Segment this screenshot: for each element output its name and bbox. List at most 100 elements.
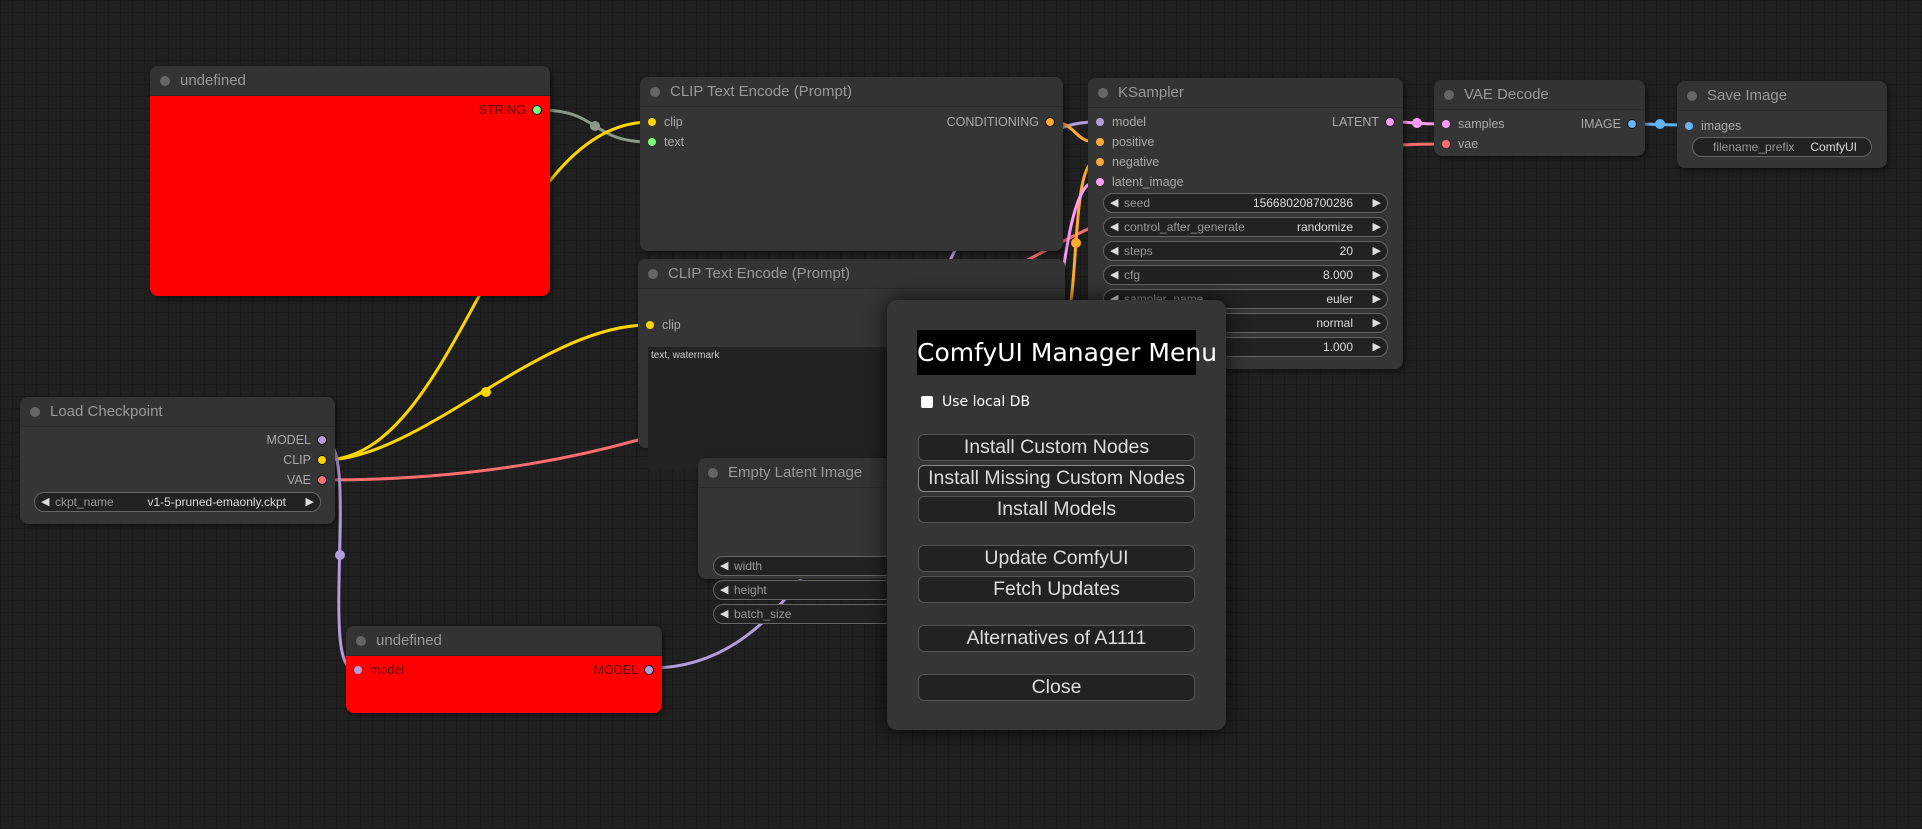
- input-positive[interactable]: positive: [1096, 134, 1154, 150]
- increment-arrow-icon[interactable]: ▶: [1372, 245, 1381, 257]
- slot-dot-icon[interactable]: [1096, 157, 1104, 166]
- input-latent-image[interactable]: latent_image: [1096, 174, 1184, 190]
- input-samples[interactable]: samples: [1442, 116, 1505, 132]
- node-clip-text-encode-positive[interactable]: CLIP Text Encode (Prompt) clip text COND…: [640, 77, 1063, 251]
- input-model[interactable]: model: [1096, 114, 1146, 130]
- node-undefined-bottom[interactable]: undefined model MODEL: [346, 626, 662, 713]
- control-after-generate-widget[interactable]: ◀ control_after_generate randomize ▶: [1103, 217, 1388, 237]
- node-undefined-top[interactable]: undefined STRING: [150, 66, 550, 296]
- link-midpoint: [1071, 238, 1081, 248]
- slot-dot-icon[interactable]: [646, 320, 654, 329]
- increment-arrow-icon[interactable]: ▶: [1372, 221, 1381, 233]
- dialog-title: ComfyUI Manager Menu: [917, 330, 1217, 375]
- node-title[interactable]: VAE Decode: [1434, 80, 1645, 110]
- output-model[interactable]: MODEL: [267, 432, 327, 448]
- node-ksampler[interactable]: KSampler model positive negative latent_…: [1088, 78, 1403, 369]
- slot-dot-icon[interactable]: [1045, 116, 1055, 127]
- output-image[interactable]: IMAGE: [1581, 116, 1637, 132]
- node-title[interactable]: CLIP Text Encode (Prompt): [638, 259, 1065, 289]
- node-load-checkpoint[interactable]: Load Checkpoint MODEL CLIP VAE ◀ ckpt_nam…: [20, 397, 335, 524]
- decrement-arrow-icon[interactable]: ◀: [720, 608, 729, 620]
- link-midpoint: [1412, 118, 1422, 128]
- output-string[interactable]: STRING: [479, 102, 542, 118]
- slot-dot-icon[interactable]: [648, 117, 656, 126]
- node-body-error: [150, 96, 550, 296]
- input-model[interactable]: model: [354, 662, 404, 678]
- collapse-dot-icon[interactable]: [30, 407, 40, 417]
- close-button[interactable]: Close: [918, 674, 1195, 701]
- collapse-dot-icon[interactable]: [1098, 88, 1108, 98]
- input-negative[interactable]: negative: [1096, 154, 1159, 170]
- slot-dot-icon[interactable]: [317, 474, 327, 485]
- install-models-button[interactable]: Install Models: [918, 496, 1195, 523]
- output-vae[interactable]: VAE: [287, 472, 327, 488]
- node-title[interactable]: KSampler: [1088, 78, 1403, 108]
- increment-arrow-icon[interactable]: ▶: [1372, 197, 1381, 209]
- update-comfyui-button[interactable]: Update ComfyUI: [918, 545, 1195, 572]
- node-vae-decode[interactable]: VAE Decode samples vae IMAGE: [1434, 80, 1645, 156]
- collapse-dot-icon[interactable]: [650, 87, 660, 97]
- slot-dot-icon[interactable]: [1627, 118, 1637, 129]
- node-title[interactable]: undefined: [346, 626, 662, 656]
- install-custom-nodes-button[interactable]: Install Custom Nodes: [918, 434, 1195, 461]
- increment-arrow-icon[interactable]: ▶: [1372, 293, 1381, 305]
- slot-dot-icon[interactable]: [317, 454, 327, 465]
- output-conditioning[interactable]: CONDITIONING: [947, 114, 1055, 130]
- decrement-arrow-icon[interactable]: ◀: [1110, 245, 1119, 257]
- slot-dot-icon[interactable]: [354, 665, 362, 674]
- increment-arrow-icon[interactable]: ▶: [1372, 317, 1381, 329]
- output-model[interactable]: MODEL: [594, 662, 654, 678]
- link-midpoint: [590, 121, 600, 131]
- input-text[interactable]: text: [648, 134, 684, 150]
- decrement-arrow-icon[interactable]: ◀: [1110, 293, 1119, 305]
- slot-dot-icon[interactable]: [317, 434, 327, 445]
- input-clip[interactable]: clip: [646, 317, 681, 333]
- decrement-arrow-icon[interactable]: ◀: [41, 496, 50, 508]
- use-local-db-checkbox[interactable]: [921, 396, 933, 408]
- collapse-dot-icon[interactable]: [648, 269, 658, 279]
- output-clip[interactable]: CLIP: [283, 452, 327, 468]
- increment-arrow-icon[interactable]: ▶: [1372, 269, 1381, 281]
- slot-dot-icon[interactable]: [648, 137, 656, 146]
- decrement-arrow-icon[interactable]: ◀: [1110, 269, 1119, 281]
- filename-prefix-widget[interactable]: filename_prefix ComfyUI: [1692, 137, 1872, 157]
- slot-dot-icon[interactable]: [644, 664, 654, 675]
- node-title[interactable]: CLIP Text Encode (Prompt): [640, 77, 1063, 107]
- input-clip[interactable]: clip: [648, 114, 683, 130]
- decrement-arrow-icon[interactable]: ◀: [1110, 197, 1119, 209]
- cfg-widget[interactable]: ◀ cfg 8.000 ▶: [1103, 265, 1388, 285]
- input-vae[interactable]: vae: [1442, 136, 1478, 152]
- node-save-image[interactable]: Save Image images filename_prefix ComfyUI: [1677, 81, 1887, 168]
- slot-dot-icon[interactable]: [532, 104, 542, 115]
- node-title[interactable]: Save Image: [1677, 81, 1887, 111]
- decrement-arrow-icon[interactable]: ◀: [720, 560, 729, 572]
- alternatives-of-a1111-button[interactable]: Alternatives of A1111: [918, 625, 1195, 652]
- slot-dot-icon[interactable]: [1685, 121, 1693, 130]
- link-midpoint: [1655, 119, 1665, 129]
- seed-widget[interactable]: ◀ seed 156680208700286 ▶: [1103, 193, 1388, 213]
- collapse-dot-icon[interactable]: [160, 76, 170, 86]
- decrement-arrow-icon[interactable]: ◀: [1110, 221, 1119, 233]
- slot-dot-icon[interactable]: [1096, 137, 1104, 146]
- install-missing-custom-nodes-button[interactable]: Install Missing Custom Nodes: [918, 465, 1195, 492]
- input-images[interactable]: images: [1685, 118, 1741, 134]
- slot-dot-icon[interactable]: [1442, 119, 1450, 128]
- slot-dot-icon[interactable]: [1385, 116, 1395, 127]
- collapse-dot-icon[interactable]: [708, 468, 718, 478]
- slot-dot-icon[interactable]: [1096, 177, 1104, 186]
- increment-arrow-icon[interactable]: ▶: [305, 496, 314, 508]
- slot-dot-icon[interactable]: [1442, 139, 1450, 148]
- steps-widget[interactable]: ◀ steps 20 ▶: [1103, 241, 1388, 261]
- output-latent[interactable]: LATENT: [1332, 114, 1395, 130]
- increment-arrow-icon[interactable]: ▶: [1372, 341, 1381, 353]
- node-title[interactable]: Load Checkpoint: [20, 397, 335, 427]
- collapse-dot-icon[interactable]: [1444, 90, 1454, 100]
- collapse-dot-icon[interactable]: [1687, 91, 1697, 101]
- node-title[interactable]: undefined: [150, 66, 550, 96]
- decrement-arrow-icon[interactable]: ◀: [720, 584, 729, 596]
- slot-dot-icon[interactable]: [1096, 117, 1104, 126]
- use-local-db-label[interactable]: Use local DB: [942, 394, 1031, 410]
- fetch-updates-button[interactable]: Fetch Updates: [918, 576, 1195, 603]
- ckpt-name-widget[interactable]: ◀ ckpt_name v1-5-pruned-emaonly.ckpt ▶: [34, 492, 321, 512]
- collapse-dot-icon[interactable]: [356, 636, 366, 646]
